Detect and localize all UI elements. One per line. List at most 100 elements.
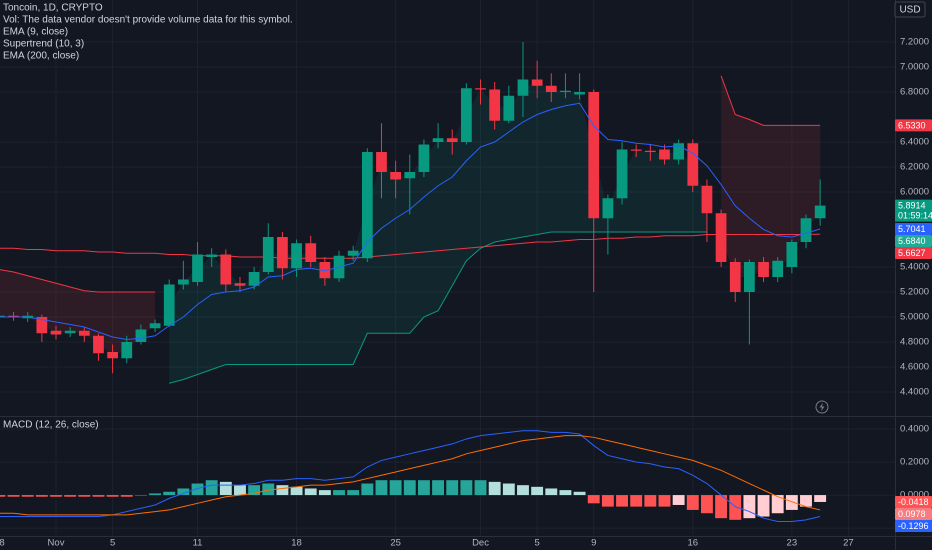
x-tick-label: 25	[390, 538, 401, 549]
histogram-bar	[545, 488, 558, 496]
lightning-icon[interactable]	[815, 400, 829, 414]
histogram-bar	[474, 480, 487, 496]
y-tick-label: 5.0000	[900, 312, 929, 323]
candle-body	[517, 79, 529, 96]
histogram-bar	[347, 490, 360, 496]
candle-body	[36, 317, 48, 334]
price-label-box	[895, 234, 932, 247]
ema9-line	[0, 102, 821, 341]
currency-label[interactable]: USD	[899, 5, 920, 16]
candle-body	[64, 330, 76, 334]
candle-body	[446, 138, 458, 142]
ema200-line	[0, 233, 821, 259]
candle-body	[574, 92, 585, 95]
price-label-box	[895, 246, 932, 259]
macd-line	[0, 430, 821, 522]
candle-body	[107, 352, 118, 359]
histogram-bar	[417, 480, 430, 496]
y-tick-label: 6.0000	[900, 187, 929, 198]
histogram-bar	[488, 481, 501, 496]
price-label: 5.6627	[898, 248, 926, 258]
histogram-bar	[502, 483, 515, 496]
axes: 28 Nov 5 11 18 25 Dec 5 9 16 23 27 7.2000 7.0000 6.800…	[0, 37, 932, 549]
histogram-bar	[361, 483, 374, 496]
candle-body	[460, 88, 472, 142]
y-tick-label: 4.4000	[900, 387, 929, 398]
histogram-bar	[262, 483, 275, 496]
supertrend-down-line	[720, 75, 821, 126]
histogram-bar	[191, 483, 204, 496]
histogram-bar	[743, 495, 756, 519]
histogram-bar	[587, 495, 600, 504]
price-label-box	[895, 519, 932, 532]
price-label-box	[895, 495, 932, 508]
supertrend-fill	[0, 269, 156, 356]
legend-ema9: EMA (9, close)	[3, 27, 68, 38]
histogram-bar	[177, 488, 190, 496]
candle-body	[786, 242, 798, 267]
supertrend-fill	[721, 75, 821, 277]
histogram-bar	[800, 495, 812, 507]
price-label-box	[895, 199, 932, 222]
macd-line	[0, 435, 821, 516]
histogram-bar	[0, 495, 6, 497]
candle-body	[220, 254, 232, 285]
candle-body	[659, 149, 670, 160]
candle-body	[814, 205, 826, 219]
candle-body	[277, 237, 288, 269]
y-tick-label: 4.6000	[900, 362, 929, 373]
candle-body	[772, 260, 784, 277]
candle-body	[404, 172, 416, 179]
y-tick-label: 5.2000	[900, 287, 929, 298]
candle-body	[361, 152, 373, 259]
histogram-bar	[658, 495, 671, 507]
x-tick-label: 11	[193, 538, 203, 549]
y-tick-label: 6.2000	[900, 162, 929, 173]
countdown: 01:59:14	[898, 210, 932, 220]
histogram-bar	[432, 480, 445, 496]
histogram-bar	[7, 495, 20, 497]
histogram-bar	[78, 495, 91, 497]
y-tick-label: 6.8000	[900, 87, 929, 98]
candle-body	[376, 152, 387, 172]
y-tick-label: 5.4000	[900, 262, 929, 273]
histogram-bar	[573, 491, 586, 496]
candle-body	[602, 198, 614, 219]
histogram-bar	[234, 485, 246, 496]
histogram-bar	[771, 495, 784, 514]
candle-body	[78, 330, 90, 336]
supertrend-down-line	[0, 269, 156, 293]
histogram-bar	[163, 491, 176, 496]
histogram-bar	[403, 480, 416, 496]
histogram-bar	[686, 495, 699, 510]
candle-body	[248, 272, 260, 286]
x-tick-label: 18	[291, 538, 302, 549]
x-tick-label: 9	[591, 538, 596, 549]
histogram-bar	[92, 495, 105, 497]
candle-body	[206, 254, 218, 257]
legend-ema200: EMA (200, close)	[3, 51, 79, 62]
histogram-bar	[729, 495, 742, 520]
histogram-bar	[715, 495, 728, 519]
x-tick-label: Dec	[472, 538, 489, 549]
candle-body	[347, 250, 359, 256]
candle-body	[305, 243, 317, 262]
y-tick-label: 0.4000	[900, 424, 929, 435]
histogram-bar	[601, 495, 614, 507]
candle-body	[729, 262, 741, 292]
candle-body	[616, 149, 628, 199]
candle-body	[262, 237, 274, 272]
histogram-bar	[134, 495, 147, 496]
y-tick-label: 0.2000	[900, 457, 929, 468]
histogram-bar	[304, 488, 317, 496]
candle-body	[588, 92, 600, 219]
x-tick-label: 5	[110, 538, 115, 549]
currency-button[interactable]	[894, 1, 926, 18]
candle-body	[234, 283, 246, 286]
histogram-bar	[644, 495, 657, 507]
histogram-bar	[517, 485, 529, 496]
candle-body	[475, 88, 486, 90]
volume-note: Vol: The data vendor doesn't provide vol…	[3, 15, 293, 26]
candle-body	[163, 284, 175, 326]
